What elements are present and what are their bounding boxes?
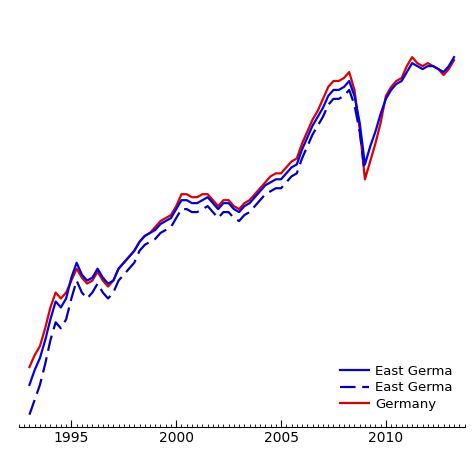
East Germa — [226, 201, 231, 206]
Line: East Germa: East Germa — [29, 90, 365, 415]
Line: Germany: Germany — [29, 57, 454, 367]
Germany — [147, 230, 153, 236]
East Germa — [105, 296, 111, 301]
East Germa — [346, 87, 352, 93]
East Germa — [352, 102, 357, 108]
Germany — [142, 233, 147, 239]
Germany — [357, 126, 363, 131]
Germany — [27, 364, 32, 370]
Line: East Germa: East Germa — [29, 57, 454, 385]
East Germa — [126, 254, 132, 260]
Germany — [126, 254, 132, 260]
East Germa — [362, 171, 368, 176]
East Germa — [142, 233, 147, 239]
East Germa — [200, 206, 205, 212]
Germany — [409, 55, 415, 60]
East Germa — [126, 266, 132, 272]
Germany — [226, 197, 231, 203]
East Germa — [315, 123, 320, 128]
East Germa — [147, 230, 153, 236]
East Germa — [451, 55, 457, 60]
East Germa — [168, 224, 174, 230]
Germany — [367, 159, 373, 164]
East Germa — [27, 382, 32, 388]
East Germa — [27, 412, 32, 418]
Germany — [451, 57, 457, 63]
East Germa — [367, 144, 373, 149]
Legend: East Germa, East Germa, Germany: East Germa, East Germa, Germany — [334, 360, 458, 416]
East Germa — [357, 120, 363, 126]
